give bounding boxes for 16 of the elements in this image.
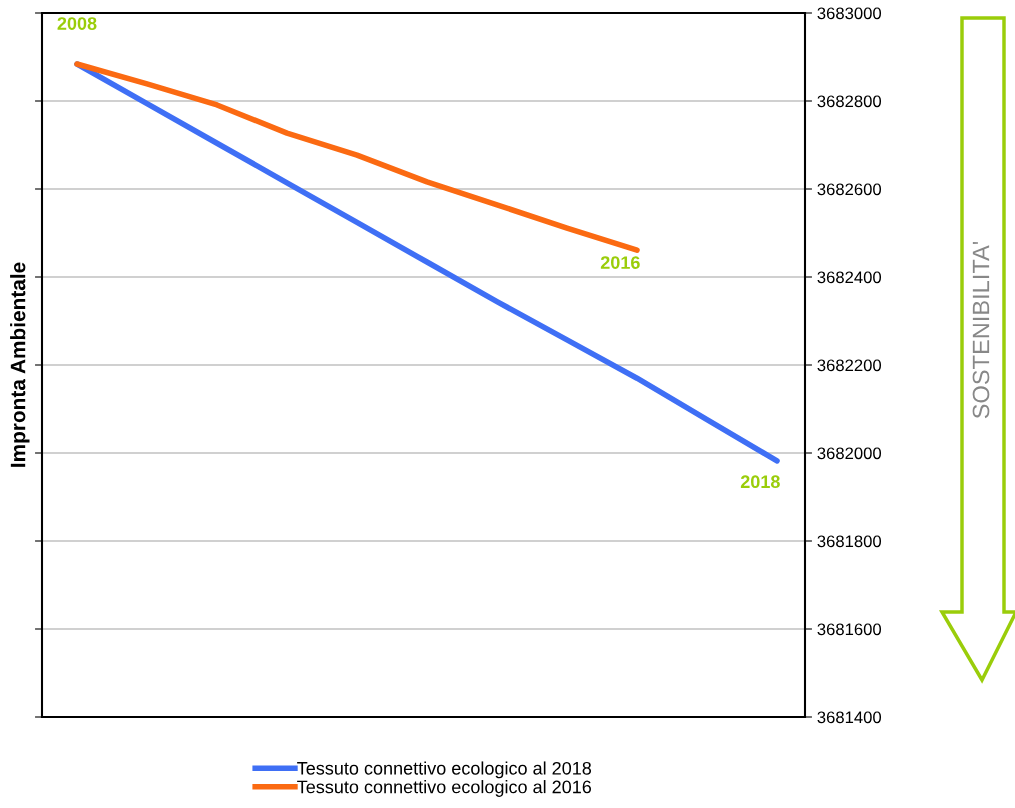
y-tick-label: 3682600: [817, 183, 882, 196]
y-tick-label: 3682000: [817, 447, 882, 460]
annotation: 2018: [740, 475, 780, 489]
y-tick-label: 3681600: [817, 623, 882, 636]
legend-label: Tessuto connettivo ecologico al 2016: [297, 780, 592, 797]
y-tick-label: 3682800: [817, 95, 882, 108]
y-tick-label: 3682200: [817, 359, 882, 372]
annotation: 2016: [600, 256, 640, 269]
annotation: 2008: [57, 17, 97, 30]
y-axis-title: Impronta Ambientale: [10, 262, 30, 467]
y-tick-label: 3681800: [817, 535, 882, 548]
y-tick-label: 3683000: [817, 7, 882, 20]
y-tick-label: 3682400: [817, 271, 882, 284]
y-tick-label: 3681400: [817, 711, 882, 724]
legend-label: Tessuto connettivo ecologico al 2018: [297, 761, 592, 779]
text: SOSTENIBILITA': [972, 241, 990, 419]
